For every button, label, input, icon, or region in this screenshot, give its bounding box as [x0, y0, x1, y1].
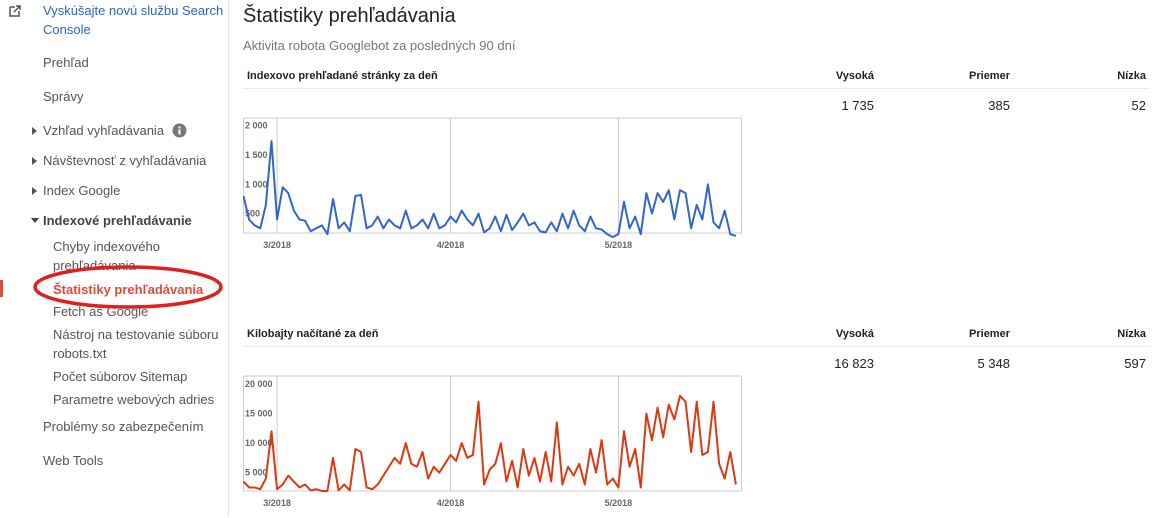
header-divider — [243, 88, 1150, 89]
nav-item[interactable]: Web Tools — [43, 453, 104, 468]
info-icon[interactable] — [172, 123, 187, 138]
x-tick-label: 3/2018 — [263, 240, 291, 250]
active-marker — [0, 280, 3, 297]
nav-item[interactable]: Index Google — [43, 183, 121, 198]
y-tick-label: 2 000 — [245, 121, 268, 131]
y-tick-label: 15 000 — [245, 409, 273, 419]
nav-subitem[interactable]: Parametre webových adries — [53, 392, 215, 407]
line-chart: 3/2018 4/2018 5/2018 5 000 10 000 15 000 20 00… — [243, 375, 742, 508]
stat-value: 16 823 — [834, 356, 874, 371]
stat-label: Nízka — [1117, 328, 1146, 340]
nav-item[interactable]: Vzhľad vyhľadávania — [43, 123, 165, 138]
y-tick-label: 5 000 — [245, 468, 268, 478]
line-chart: 3/2018 4/2018 5/2018 500 1 000 1 500 2 000 — [243, 117, 742, 250]
stat-value: 52 — [1131, 98, 1146, 113]
plot-frame — [243, 117, 742, 234]
nav-item[interactable]: Správy — [43, 89, 84, 104]
nav-item-expanded[interactable]: Indexové prehľadávanie — [43, 213, 192, 228]
chart-title: Kilobajty načítané za deň — [247, 328, 379, 340]
promo-link[interactable]: Vyskúšajte novú službu Search Console — [43, 3, 224, 37]
stat-value: 5 348 — [977, 356, 1010, 371]
nav-item[interactable]: Problémy so zabezpečením — [43, 419, 204, 434]
page-title: Štatistiky prehľadávania — [243, 5, 456, 27]
data-line — [243, 140, 737, 239]
x-tick-label: 4/2018 — [437, 498, 465, 508]
nav-item[interactable]: Návštevnosť z vyhľadávania — [43, 153, 207, 168]
y-tick-label: 1 500 — [245, 150, 268, 160]
x-tick-label: 3/2018 — [263, 498, 291, 508]
nav-subitem[interactable]: Počet súborov Sitemap — [53, 369, 188, 384]
x-tick-label: 5/2018 — [605, 240, 633, 250]
data-line — [243, 394, 737, 492]
x-tick-label: 4/2018 — [437, 240, 465, 250]
page-subtitle: Aktivita robota Googlebot za posledných … — [243, 38, 516, 53]
stat-label: Priemer — [969, 328, 1010, 340]
stat-value: 597 — [1124, 356, 1146, 371]
sidebar-divider — [228, 0, 229, 517]
y-tick-label: 10 000 — [245, 438, 273, 448]
stat-value: 385 — [988, 98, 1010, 113]
stat-label: Nízka — [1117, 70, 1146, 82]
y-tick-label: 500 — [245, 209, 260, 219]
nav-item[interactable]: Prehľad — [43, 55, 89, 70]
y-tick-label: 20 000 — [245, 379, 273, 389]
nav-subitem[interactable]: Nástroj na testovanie súboru robots.txt — [53, 327, 219, 361]
highlight-ellipse — [33, 265, 223, 309]
stat-label: Vysoká — [835, 70, 874, 82]
external-link-icon — [9, 5, 21, 17]
x-tick-label: 5/2018 — [605, 498, 633, 508]
plot-frame — [243, 375, 742, 492]
stat-label: Vysoká — [835, 328, 874, 340]
chart-title: Indexovo prehľadané stránky za deň — [247, 70, 438, 82]
y-tick-label: 1 000 — [245, 179, 268, 189]
nav-subitem-active[interactable]: Štatistiky prehľadávania — [53, 282, 204, 297]
stat-value: 1 735 — [841, 98, 874, 113]
stat-label: Priemer — [969, 70, 1010, 82]
header-divider — [243, 346, 1150, 347]
